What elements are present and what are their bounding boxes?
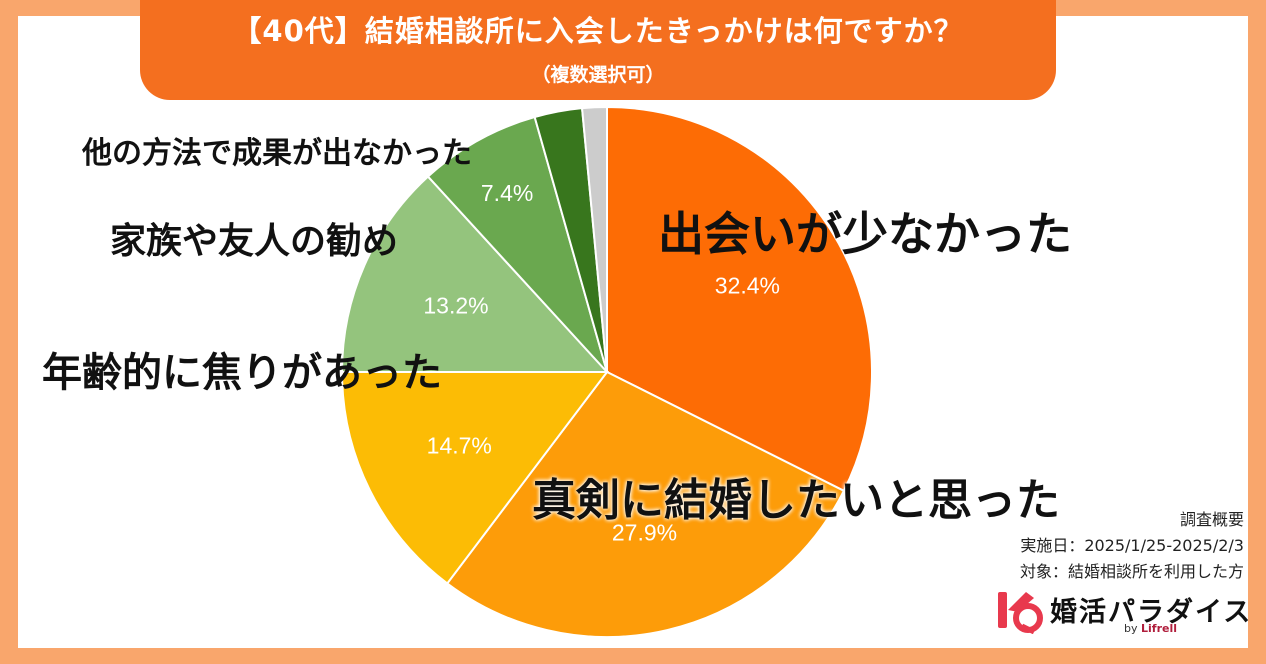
chart-title: 【40代】結婚相談所に入会したきっかけは何ですか？: [232, 14, 964, 48]
slice-value-label-3: 13.2%: [423, 293, 488, 319]
slice-value-label-1: 27.9%: [612, 520, 677, 546]
survey-summary: 調査概要 実施日：2025/1/25-2025/2/3 対象：結婚相談所を利用し…: [1020, 507, 1244, 585]
pie-slice-1: [445, 370, 846, 638]
logo-by-brand: Lifrell: [1141, 622, 1177, 635]
slice-label-age-pressure: 年齢的に焦りがあった: [42, 350, 442, 396]
survey-heading: 調査概要: [1179, 510, 1244, 529]
title-banner: 【40代】結婚相談所に入会したきっかけは何ですか？ （複数選択可）: [140, 0, 1056, 100]
pie-slice-4: [426, 115, 608, 373]
chart-subtitle: （複数選択可）: [531, 64, 665, 86]
survey-target: 対象：結婚相談所を利用した方: [1019, 562, 1244, 581]
survey-period: 実施日：2025/1/25-2025/2/3: [1020, 536, 1244, 555]
pie-slice-0: [606, 105, 873, 493]
slice-label-other-methods: 他の方法で成果が出なかった: [82, 136, 472, 171]
slice-value-label-2: 14.7%: [427, 433, 492, 459]
slice-value-label-0: 32.4%: [715, 272, 780, 298]
logo-by-prefix: by: [1124, 622, 1138, 635]
pie-slice-2: [340, 371, 610, 585]
logo-byline: by Lifrell: [1124, 622, 1177, 635]
slice-label-family-recommend: 家族や友人の勧め: [110, 221, 399, 262]
logo-name: 婚活パラダイス: [1050, 597, 1253, 628]
pie-slice-3: [340, 175, 610, 373]
slice-label-meetings: 出会いが少なかった: [658, 207, 1072, 261]
logo-mark-icon: [998, 592, 1043, 634]
slice-value-label-4: 7.4%: [481, 180, 533, 206]
pie-slice-6: [580, 105, 608, 373]
brand-logo: 婚活パラダイス by Lifrell: [996, 588, 1250, 638]
slice-label-serious-marriage: 真剣に結婚したいと思った: [532, 475, 1060, 526]
